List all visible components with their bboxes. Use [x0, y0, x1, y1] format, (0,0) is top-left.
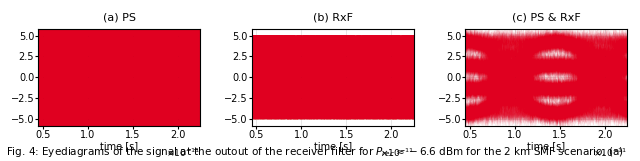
- Title: (a) PS: (a) PS: [103, 13, 136, 23]
- Text: $\times10^{-11}$: $\times10^{-11}$: [380, 147, 413, 159]
- X-axis label: time [s]: time [s]: [527, 141, 565, 151]
- Text: $\times10^{-11}$: $\times10^{-11}$: [593, 147, 627, 159]
- X-axis label: time [s]: time [s]: [100, 141, 138, 151]
- Text: Fig. 4: Eyediagrams of the signal at the outout of the receiver filter for $P_{r: Fig. 4: Eyediagrams of the signal at the…: [6, 145, 625, 159]
- Title: (c) PS & RxF: (c) PS & RxF: [512, 13, 580, 23]
- Title: (b) RxF: (b) RxF: [313, 13, 353, 23]
- Text: $\times10^{-11}$: $\times10^{-11}$: [166, 147, 200, 159]
- X-axis label: time [s]: time [s]: [314, 141, 352, 151]
